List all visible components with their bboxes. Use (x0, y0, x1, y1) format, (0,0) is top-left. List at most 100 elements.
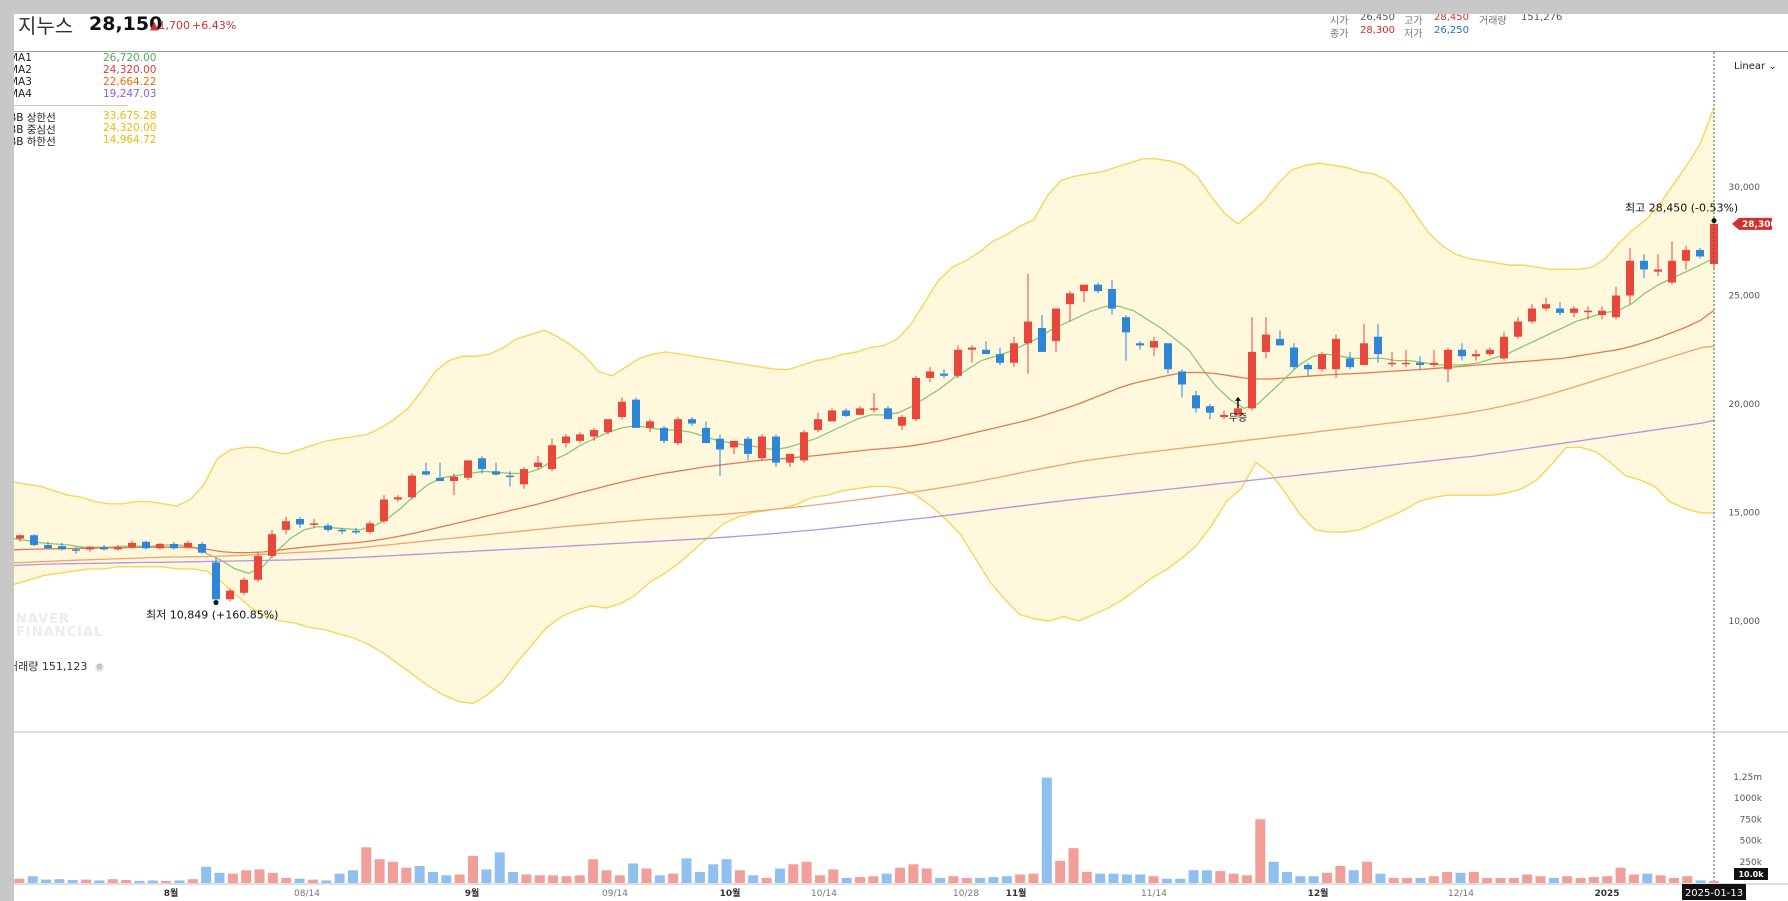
volume-bar (694, 871, 705, 883)
candle-body (968, 347, 976, 350)
time-axis-label: 08/14 (294, 889, 320, 899)
volume-bar (1642, 873, 1653, 883)
bb-lower-value: 14,964.72 (103, 134, 157, 146)
candle-body (16, 535, 24, 539)
volume-bar (801, 861, 812, 883)
volume-bar (307, 879, 318, 883)
volume-bar (334, 873, 345, 883)
volume-bar (1482, 877, 1493, 883)
volume-bar (1015, 874, 1026, 883)
candle-body (744, 438, 752, 454)
volume-bar (601, 870, 612, 883)
volume-panel-title: 거래량 (14, 660, 39, 673)
event-annotation: 무증 (1229, 412, 1247, 424)
candle-body (534, 462, 542, 467)
candle-body (1346, 358, 1354, 368)
volume-bar (868, 876, 879, 883)
time-axis-label: 12월 (1308, 887, 1329, 899)
ma4-line (14, 419, 1715, 567)
ma1-line (14, 257, 1715, 574)
volume-bar (27, 876, 38, 883)
candle-body (212, 562, 220, 600)
candle-body (730, 440, 738, 448)
candle-body (772, 436, 780, 463)
ma1-label: MA1 (14, 52, 32, 64)
candle-body (576, 434, 584, 441)
volume-bar (841, 877, 852, 883)
candle-body (898, 417, 906, 426)
volume-bar (1188, 870, 1199, 883)
volume-bar (761, 877, 772, 883)
bb-upper-label: BB 상한선 (14, 112, 56, 124)
candle-body (940, 373, 948, 376)
ma4-legend-row: MA4 19,247.03 (14, 88, 159, 100)
volume-bar (748, 875, 759, 883)
volume-bar (614, 875, 625, 883)
bb-middle-value: 24,320.00 (103, 122, 157, 134)
candle-body (100, 547, 108, 550)
candle-body (618, 401, 626, 418)
bb-upper-value: 33,675.28 (103, 110, 157, 122)
bb-middle-label: BB 중심선 (14, 124, 56, 136)
volume-bar (1041, 777, 1052, 883)
candle-body (1458, 349, 1466, 357)
candle-body (380, 499, 388, 522)
candle-body (1220, 414, 1228, 418)
volume-bar (708, 864, 719, 883)
candle-body (674, 419, 682, 444)
volume-bar (1668, 877, 1679, 883)
volume-bar (1615, 867, 1626, 883)
candle-body (352, 530, 360, 533)
candle-body (1010, 343, 1018, 363)
candle-body (1388, 362, 1396, 365)
volume-bar (1348, 870, 1359, 883)
candle-body (58, 546, 66, 550)
volume-bar (428, 871, 438, 883)
candle-body (1668, 260, 1676, 283)
candle-body (268, 534, 276, 556)
candle-body (1332, 338, 1340, 370)
volume-bar (681, 858, 692, 883)
volume-axis-tick: 1000k (1734, 794, 1763, 804)
volume-bar (387, 861, 398, 883)
ma3-value: 22,664.22 (103, 76, 157, 88)
volume-bar (54, 879, 65, 883)
candle-body (660, 427, 668, 441)
candle-body (870, 408, 878, 410)
chart-canvas[interactable]: 30,000 25,000 20,000 15,000 10,000 28,300 최고 2… (14, 14, 1788, 901)
volume-bar (1388, 877, 1399, 883)
min-annotation: 최저 10,849 (+160.85%) (146, 609, 278, 622)
volume-bar (641, 868, 652, 883)
volume-axis-tick: 500k (1740, 837, 1763, 847)
watermark: NAVER FINANCIAL (16, 613, 103, 639)
chart-svg[interactable]: 30,000 25,000 20,000 15,000 10,000 28,300 최고 2… (14, 14, 1788, 901)
max-marker (1711, 218, 1717, 224)
volume-bar (1415, 877, 1426, 883)
scale-mode-toggle[interactable]: Linear ⌄ (1734, 61, 1777, 72)
candle-body (394, 497, 402, 500)
stock-name: 지누스 (18, 14, 74, 38)
volume-bar (628, 863, 639, 883)
candle-body (1584, 310, 1592, 313)
volume-bar (1161, 878, 1172, 883)
price-axis-tick: 20,000 (1729, 400, 1761, 410)
candle-body (1528, 308, 1536, 322)
ma1-value: 26,720.00 (103, 52, 157, 64)
ma3-label: MA3 (14, 76, 32, 88)
volume-bar (548, 875, 559, 883)
candle-body (1206, 406, 1214, 413)
candle-body (338, 529, 346, 532)
volume-bar (294, 878, 305, 883)
candle-body (1248, 351, 1256, 409)
volume-bar (1241, 875, 1252, 883)
candle-body (1514, 321, 1522, 337)
volume-bar (1148, 876, 1159, 883)
volume-bar (107, 879, 118, 883)
scale-mode-label: Linear (1734, 61, 1766, 72)
ma4-value: 19,247.03 (103, 88, 157, 100)
settings-icon[interactable]: ⚙ (94, 663, 104, 672)
volume-bar (1588, 877, 1599, 883)
ma4-label: MA4 (14, 88, 32, 100)
candle-body (884, 408, 892, 420)
candle-body (184, 542, 192, 548)
